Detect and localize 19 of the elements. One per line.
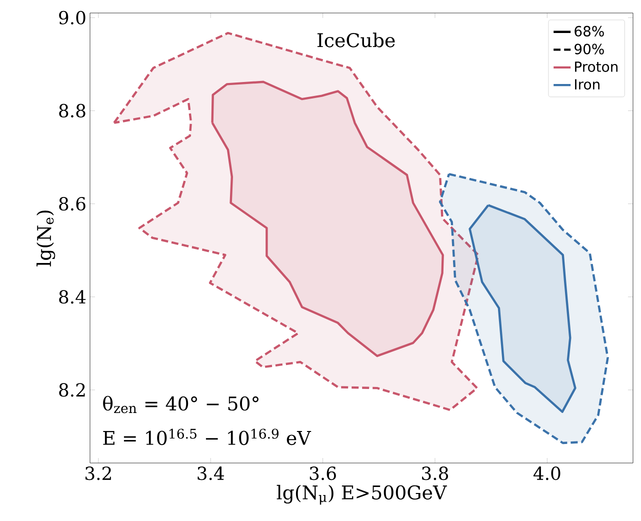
y-tick-label: 8.4: [59, 290, 86, 304]
y-tick-label: 8.2: [59, 383, 85, 397]
x-tick-label: 3.8: [422, 466, 448, 480]
y-tick-label: 8.8: [59, 104, 86, 118]
legend-label: Iron: [575, 79, 600, 90]
y-axis-title: lg(N$_{e}$): [36, 210, 56, 266]
x-tick-label: 3.6: [310, 466, 336, 480]
x-tick-label: 3.4: [198, 466, 224, 480]
y-tick-label: 8.6: [59, 197, 86, 211]
x-tick-label: 3.2: [86, 466, 111, 480]
x-tick-label: 4.0: [533, 466, 560, 480]
y-tick-label: 9.0: [59, 10, 86, 24]
x-axis-title: lg(N$_{μ}$) E>500GeV: [276, 484, 447, 505]
annotation: E = 10$^{16.5}$ − 10$^{16.9}$ eV: [103, 428, 312, 446]
legend-label: 68%: [574, 26, 604, 36]
legend-label: Proton: [575, 62, 618, 72]
annotation: IceCube: [317, 32, 395, 48]
legend-label: 90%: [574, 44, 604, 54]
annotation: θ$_{zen}$ = 40° − 50°: [103, 396, 258, 414]
